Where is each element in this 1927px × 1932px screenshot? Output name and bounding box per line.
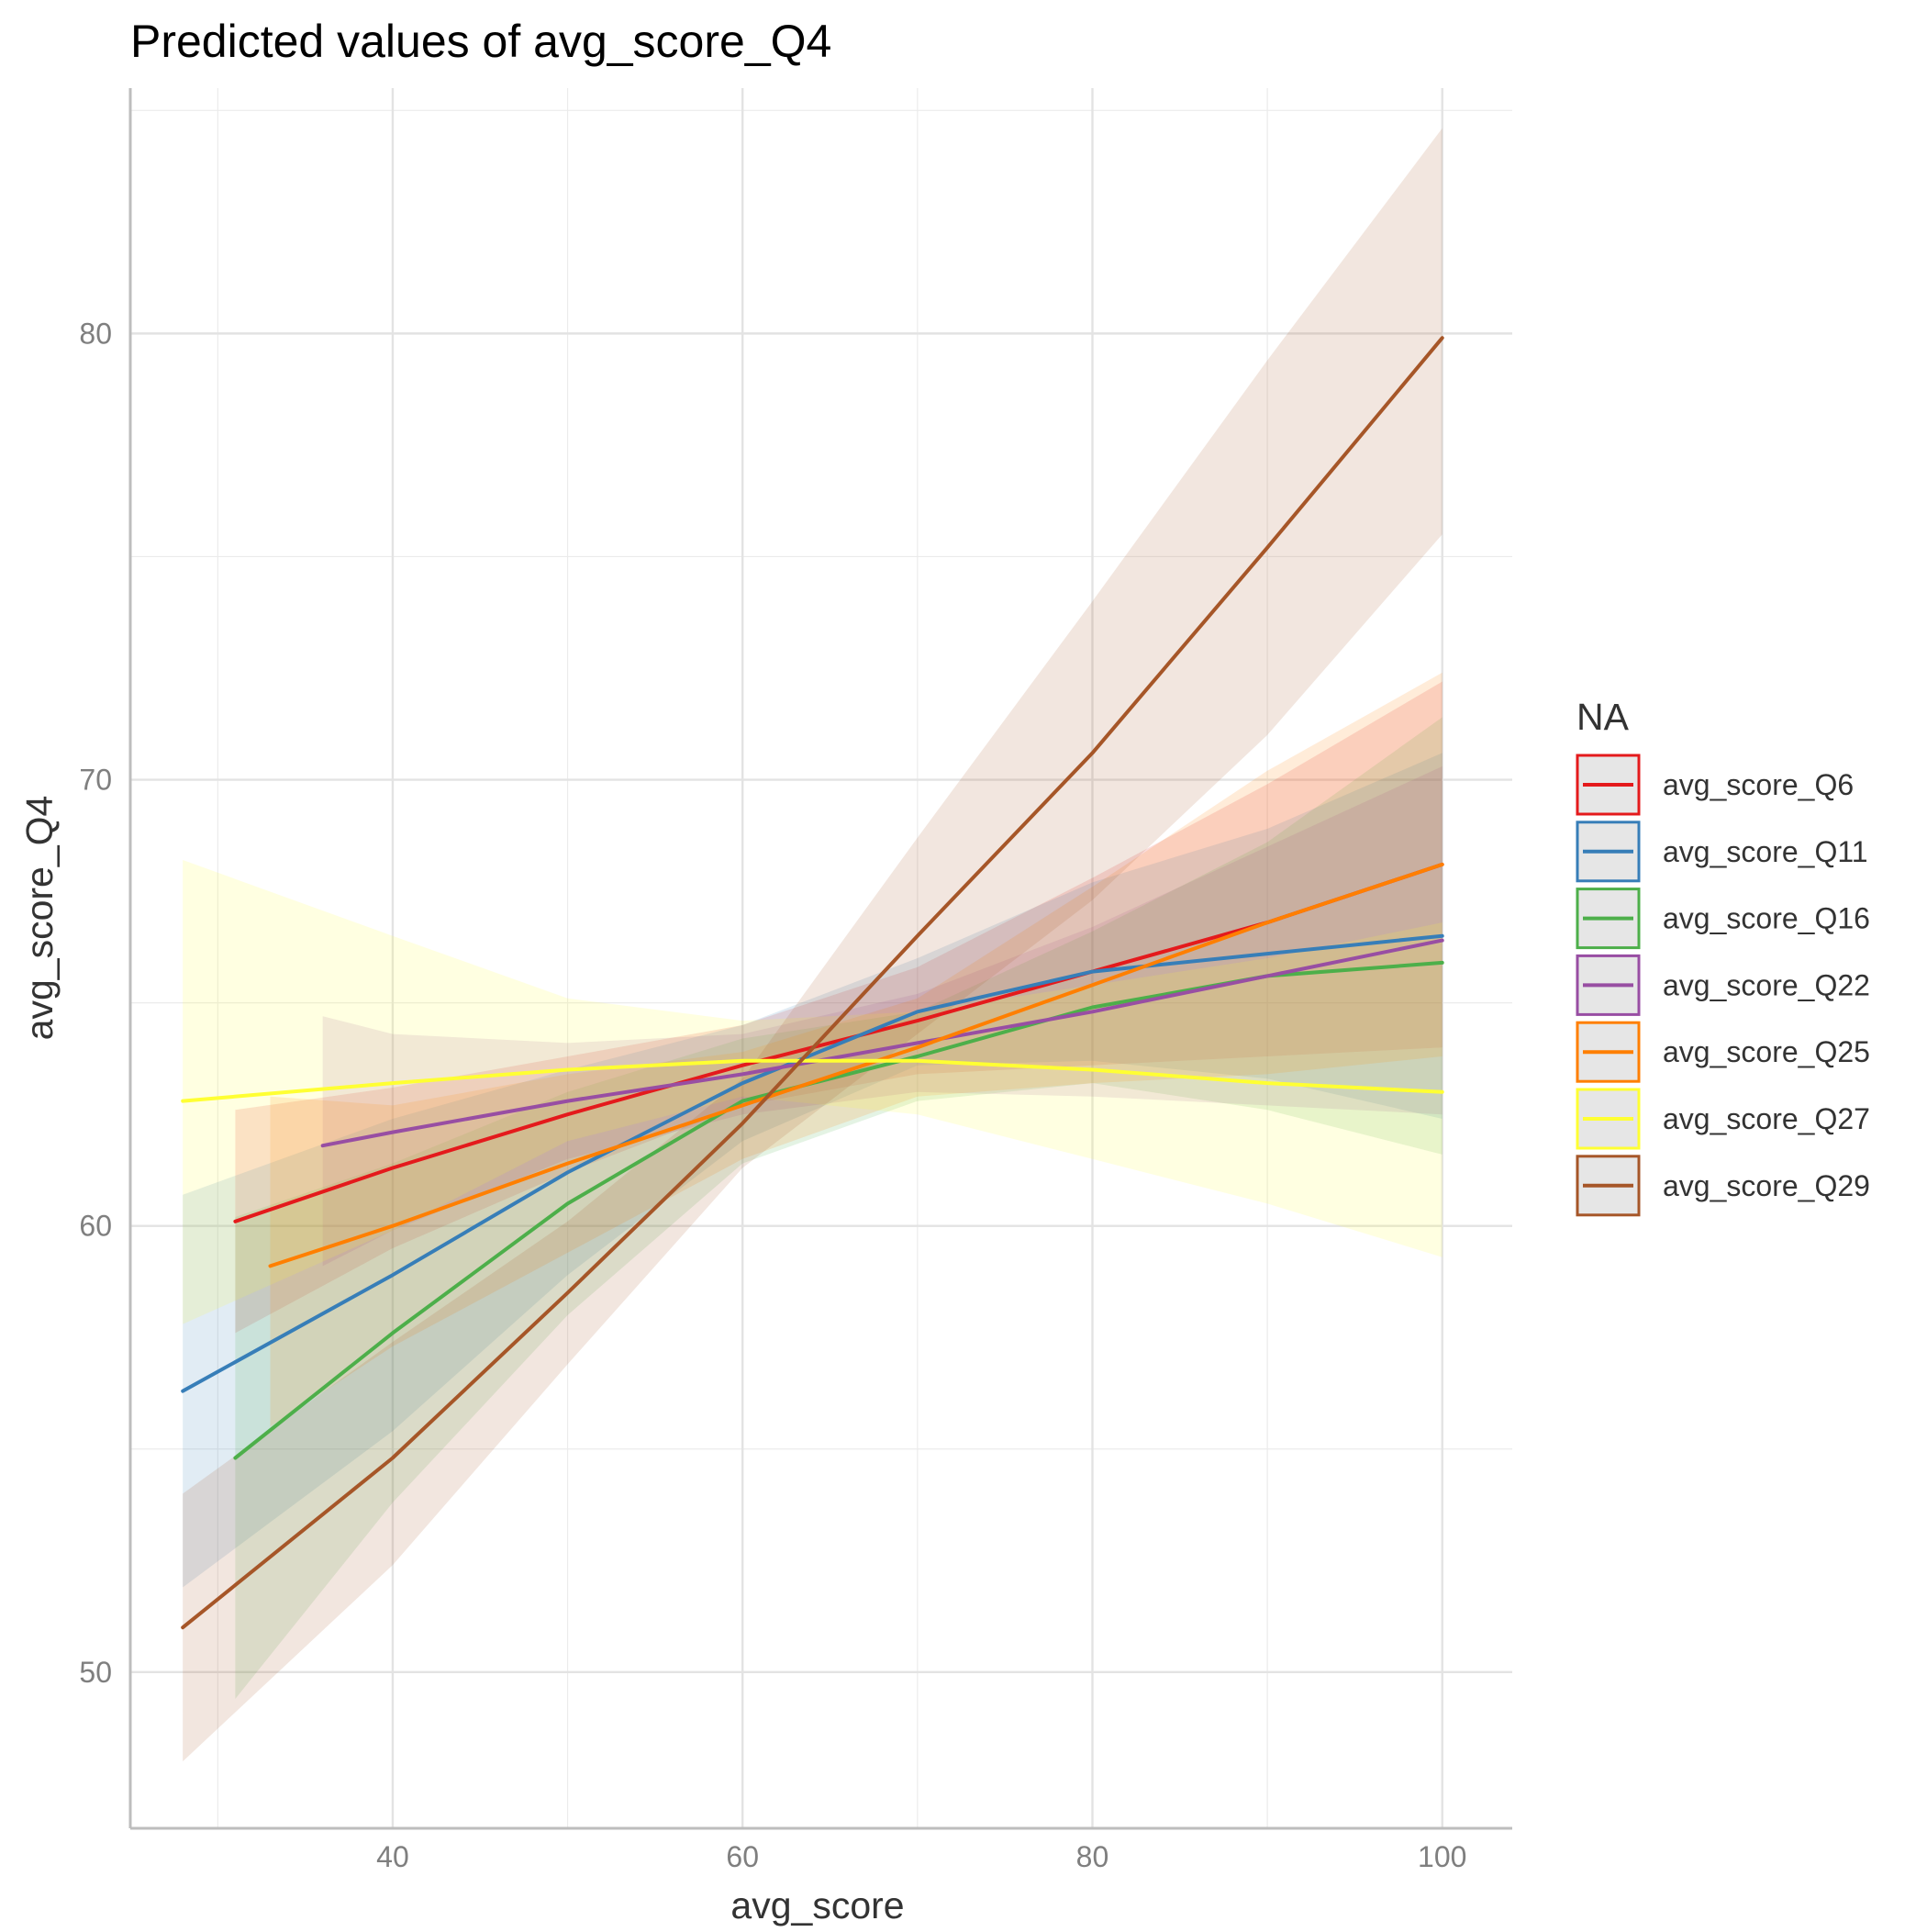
series-line-avg-score-q27: [181, 1058, 1444, 1103]
legend-label: avg_score_Q25: [1663, 1035, 1870, 1068]
x-tick-label: 40: [376, 1840, 409, 1873]
legend-title: NA: [1576, 696, 1630, 738]
ribbon-avg-score-q27: [183, 860, 1442, 1324]
x-tick-label: 60: [726, 1840, 759, 1873]
ribbon-avg-score-q29: [183, 128, 1442, 1762]
series-line-avg-score-q6: [233, 862, 1444, 1223]
series-line-avg-score-q29: [181, 336, 1444, 1630]
legend-item: avg_score_Q16: [1576, 888, 1870, 950]
y-tick-label: 50: [79, 1656, 112, 1689]
ribbon-layer: [183, 128, 1442, 1762]
legend-item: avg_score_Q6: [1576, 754, 1854, 816]
y-tick-label: 70: [79, 764, 112, 797]
series-line-avg-score-q22: [320, 938, 1444, 1148]
legend-label: avg_score_Q27: [1663, 1102, 1870, 1135]
grid-layer: [130, 88, 1512, 1828]
chart-title: Predicted values of avg_score_Q4: [130, 16, 831, 67]
y-axis-title: avg_score_Q4: [18, 796, 61, 1041]
legend-item: avg_score_Q25: [1576, 1021, 1870, 1083]
legend-label: avg_score_Q16: [1663, 902, 1870, 935]
legend-items: avg_score_Q6 avg_score_Q11 avg_score_Q16av…: [1576, 754, 1870, 1217]
legend-item: avg_score_Q27: [1576, 1088, 1870, 1150]
legend-label: avg_score_Q22: [1663, 968, 1870, 1001]
series-line-avg-score-q25: [268, 862, 1444, 1268]
y-tick-label: 80: [79, 317, 112, 350]
line-layer: [181, 336, 1444, 1630]
axis-layer: [128, 88, 1512, 1830]
x-axis-title: avg_score: [730, 1884, 904, 1926]
ribbon-avg-score-q22: [322, 766, 1442, 1267]
legend-item: avg_score_Q22: [1576, 954, 1870, 1016]
series-line-avg-score-q11: [181, 933, 1444, 1393]
ribbon-avg-score-q6: [235, 681, 1442, 1334]
y-tick-label: 60: [79, 1210, 112, 1243]
tick-layer: 40 60 80 100 50 60 70 80: [79, 317, 1466, 1873]
legend-label: avg_score_Q6: [1663, 768, 1854, 801]
x-tick-label: 80: [1076, 1840, 1109, 1873]
ribbon-avg-score-q16: [235, 717, 1442, 1699]
x-tick-label: 100: [1418, 1840, 1466, 1873]
ribbon-avg-score-q25: [270, 672, 1442, 1427]
legend-label: avg_score_Q29: [1663, 1169, 1870, 1202]
legend: NA avg_score_Q6 avg_score_Q11 avg_score_Q1…: [1576, 696, 1870, 1217]
legend-item: avg_score_Q29: [1576, 1155, 1870, 1217]
legend-item: avg_score_Q11: [1576, 821, 1868, 883]
legend-label: avg_score_Q11: [1663, 835, 1868, 868]
